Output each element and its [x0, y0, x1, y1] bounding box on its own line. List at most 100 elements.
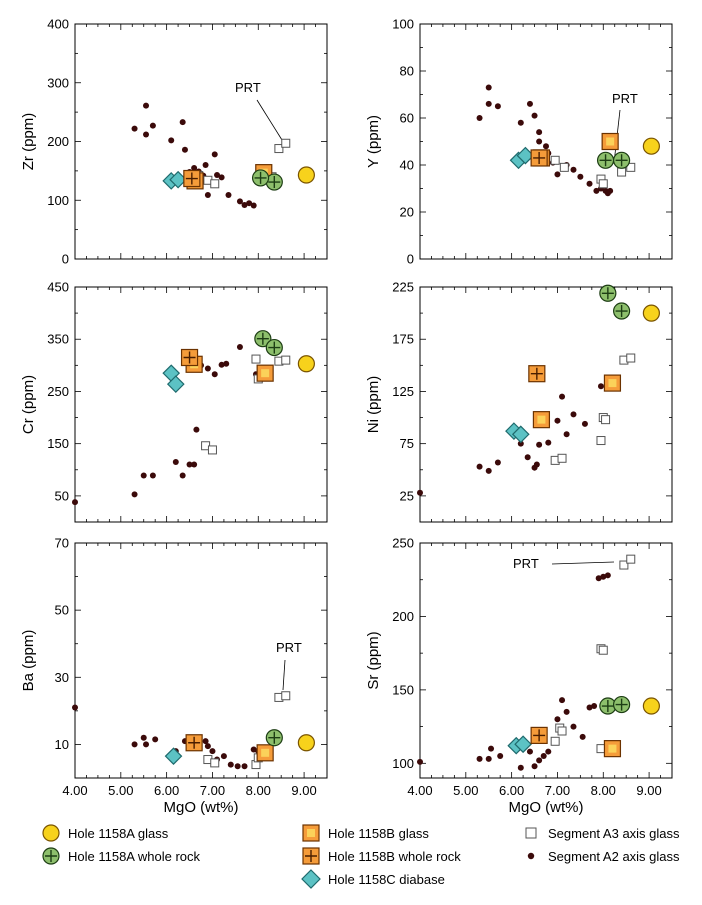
h58b-wr-point	[530, 726, 548, 745]
a3-point	[557, 453, 567, 463]
a2-point	[554, 716, 561, 723]
a2-point	[531, 763, 538, 770]
a2-point	[143, 102, 150, 109]
a2-point	[149, 472, 156, 479]
h58b-wr-point	[185, 734, 203, 752]
h58a-wr-point	[265, 173, 283, 191]
a2-point	[586, 180, 593, 187]
a2-point	[485, 84, 492, 91]
y-axis-label: Zr (ppm)	[20, 113, 37, 171]
h58b-wr-point	[530, 149, 548, 167]
y-tick-label: 0	[407, 252, 414, 267]
y-tick-label: 100	[392, 756, 414, 771]
legend-label-h58c: Hole 1158C diabase	[328, 871, 445, 887]
a2-point	[214, 171, 221, 178]
y-axis-label: Ba (ppm)	[20, 630, 37, 692]
y-axis-label: Ni (ppm)	[365, 376, 382, 434]
panel-3: 50 150 250 350 450 Cr (ppm)	[20, 280, 328, 523]
a2-point	[545, 748, 552, 755]
a2-point	[476, 755, 483, 762]
a2-point	[579, 733, 586, 740]
a2-point	[485, 100, 492, 107]
a3-point	[210, 758, 220, 768]
a2-point	[227, 761, 234, 768]
a3-point	[617, 167, 627, 177]
y-axis-label: Y (ppm)	[365, 115, 382, 168]
a2-point	[597, 383, 604, 390]
h58a-glass-point	[297, 734, 315, 752]
a3-point	[281, 355, 291, 365]
legend-marker-h58b-glass	[302, 824, 320, 842]
legend-marker-h58b-wr	[302, 847, 320, 865]
a2-point	[234, 763, 241, 770]
legend-item-h58c: Hole 1158C diabase	[300, 868, 445, 890]
a2-point	[604, 572, 611, 579]
a2-point	[202, 162, 209, 168]
a2-point	[563, 431, 570, 438]
annotation-label: PRT	[235, 80, 261, 95]
a2-point	[554, 171, 561, 178]
a2-point	[140, 472, 147, 479]
y-tick-label: 50	[55, 603, 69, 618]
a2-point	[181, 146, 188, 153]
y-tick-label: 40	[400, 158, 414, 173]
legend-item-h58b-glass: Hole 1158B glass	[300, 822, 429, 844]
a2-point	[517, 764, 524, 771]
y-tick-label: 20	[400, 205, 414, 220]
x-tick-label: 6.00	[154, 783, 179, 798]
a3-point	[601, 415, 611, 425]
h58c-point	[511, 425, 530, 444]
y-tick-label: 400	[47, 17, 69, 32]
legend-item-a2: Segment A2 axis glass	[520, 845, 680, 867]
h58a-wr-point	[612, 302, 631, 320]
legend-item-h58b-wr: Hole 1158B whole rock	[300, 845, 461, 867]
y-tick-label: 150	[392, 682, 414, 697]
a2-point	[204, 365, 211, 372]
a3-point	[281, 138, 291, 148]
h58a-glass-point	[297, 355, 315, 373]
a3-point	[626, 162, 636, 172]
annotation-leader	[551, 561, 615, 565]
y-tick-label: 250	[47, 384, 69, 399]
annotation-leader	[282, 659, 286, 691]
a2-point	[225, 191, 232, 198]
y-tick-label: 100	[47, 193, 69, 208]
h58a-wr-point	[265, 729, 283, 747]
a3-point	[274, 144, 284, 154]
a2-point	[593, 187, 600, 194]
y-tick-label: 25	[400, 488, 414, 503]
x-tick-label: 4.00	[407, 783, 432, 798]
h58b-glass-point	[532, 411, 551, 429]
a2-point	[586, 704, 593, 711]
a3-point	[596, 436, 606, 446]
panel-4: 25 75 125 175 225 Ni (ppm)	[365, 280, 673, 523]
a2-point	[149, 122, 156, 129]
x-tick-label: 8.00	[591, 783, 616, 798]
a2-point	[524, 454, 531, 461]
a2-point	[517, 119, 524, 126]
y-tick-label: 75	[400, 436, 414, 451]
h58a-wr-point	[596, 151, 615, 169]
a3-point	[251, 354, 261, 364]
h58b-wr-point	[183, 169, 201, 188]
a2-point	[204, 191, 211, 198]
x-axis-label: MgO (wt%)	[164, 799, 239, 816]
y-tick-label: 60	[400, 111, 414, 126]
annotation-label: PRT	[276, 640, 302, 655]
y-axis-label: Sr (ppm)	[365, 631, 382, 689]
y-tick-label: 80	[400, 64, 414, 79]
a2-point	[152, 736, 159, 743]
a2-point	[543, 143, 549, 150]
a3-point	[281, 691, 291, 701]
x-tick-label: 5.00	[453, 783, 478, 798]
a2-point	[497, 752, 504, 759]
a2-point	[191, 164, 198, 171]
panel-6: 100 150 200 250 4.00 5.00 6.00 7.00 8.00 9.00 MgO …	[365, 536, 673, 816]
a2-point	[236, 198, 243, 205]
x-tick-label: 5.00	[108, 783, 133, 798]
a2-point	[554, 417, 561, 424]
a2-point	[536, 757, 543, 764]
a2-point	[131, 491, 138, 498]
a2-point	[488, 745, 495, 752]
